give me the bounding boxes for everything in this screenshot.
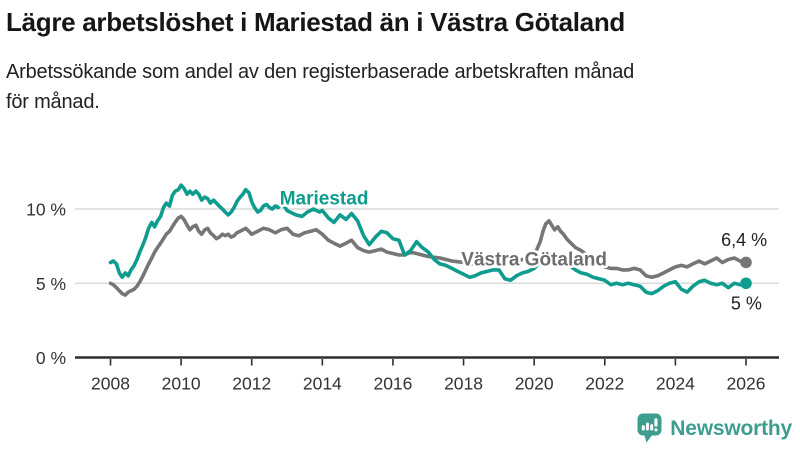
x-tick-label: 2014 [303, 374, 342, 394]
gridlines [75, 208, 779, 285]
chart-title: Lägre arbetslöshet i Mariestad än i Väst… [6, 7, 626, 37]
chart-subtitle-line1: Arbetssökande som andel av den registerb… [6, 60, 635, 83]
series-end-dot [740, 277, 752, 290]
chart-subtitle-line2: för månad. [6, 90, 100, 113]
line-chart: 10 % 5 % 0 % 2008 2010 2012 2014 2016 2018 2020 2… [0, 150, 800, 400]
x-tick-label: 2024 [656, 374, 695, 394]
series-end-dot [740, 256, 752, 269]
series-line-v-stra-g-taland [108, 214, 748, 297]
newsworthy-logo-text: Newsworthy [670, 416, 792, 440]
chart-subtitle: Arbetssökande som andel av den registerb… [6, 57, 786, 117]
x-tick-label: 2010 [162, 374, 201, 394]
y-tick-label: 10 % [26, 200, 66, 220]
end-value-label: 5 % [731, 293, 762, 313]
x-axis-labels: 2008 2010 2012 2014 2016 2018 2020 2022 2024 2026 [91, 374, 765, 394]
series-inline-label: Mariestad [280, 188, 369, 209]
x-tick-label: 2012 [232, 374, 271, 394]
series-lines [108, 183, 752, 297]
x-tick-label: 2020 [515, 374, 554, 394]
y-axis-labels: 10 % 5 % 0 % [26, 200, 66, 369]
x-tick-label: 2016 [373, 374, 412, 394]
x-tick-label: 2008 [91, 374, 130, 394]
newsworthy-logo[interactable]: Newsworthy [637, 413, 792, 444]
y-tick-label: 5 % [36, 274, 66, 294]
x-axis [75, 356, 779, 366]
end-value-label: 6,4 % [721, 230, 767, 250]
series-inline-label: Västra Götaland [461, 250, 607, 271]
x-tick-label: 2022 [585, 374, 624, 394]
newsworthy-logo-icon [637, 413, 662, 443]
x-tick-label: 2026 [727, 374, 766, 394]
chart-header: Lägre arbetslöshet i Mariestad än i Väst… [0, 0, 800, 117]
x-tick-label: 2018 [444, 374, 483, 394]
y-tick-label: 0 % [36, 348, 66, 368]
chart-svg: 10 %5 %0 % 2008 2010 2012 2014 2016 2018 2020 2… [26, 183, 779, 394]
series-line-mariestad [108, 183, 748, 296]
series-labels: Mariestad Västra Götaland 6,4 % 5 % [277, 186, 769, 315]
